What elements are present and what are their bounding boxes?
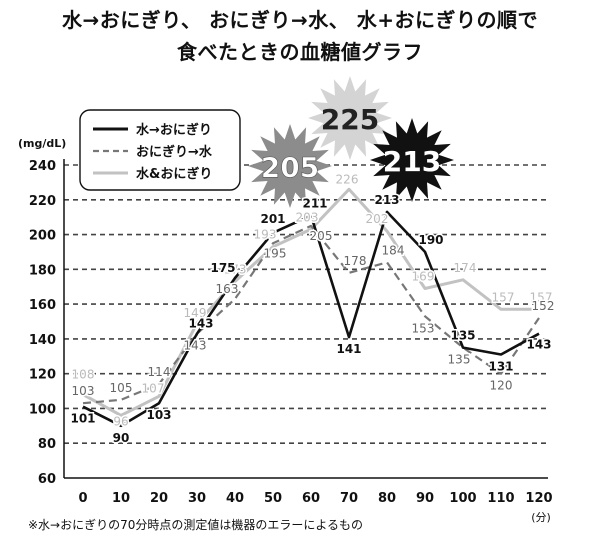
data-label: 143 [184,339,207,353]
data-label: 157 [492,290,515,304]
data-label: 105 [110,381,133,395]
data-label: 213 [374,193,399,207]
chart-title-line2: 食べたときの血糖値グラフ [177,40,423,64]
data-label: 101 [70,412,95,426]
series-line-2 [82,187,539,417]
x-tick-label: 50 [264,491,282,506]
data-label: 195 [264,246,287,260]
x-axis-unit: (分) [531,511,551,524]
data-label: 157 [530,290,553,304]
y-tick-label: 100 [29,402,56,417]
y-tick-label: 180 [29,263,56,278]
callout-value: 213 [383,145,441,178]
callout-burst [370,118,454,202]
data-label: 174 [454,261,477,275]
x-tick-label: 10 [112,491,130,506]
data-label: 103 [146,408,171,422]
data-label: 120 [490,379,513,393]
data-label: 135 [450,329,475,343]
data-label: 169 [412,269,435,283]
data-label: 108 [72,368,95,382]
data-label: 141 [336,342,361,356]
y-axis-unit: (mg/dL) [18,137,66,150]
data-label: 103 [72,384,95,398]
data-label: 202 [366,212,389,226]
x-tick-label: 80 [378,491,396,506]
y-tick-label: 200 [29,229,56,244]
data-label: 226 [336,172,359,186]
data-label: 201 [260,212,285,226]
data-label: 163 [216,282,239,296]
data-label: 211 [302,196,327,210]
y-tick-label: 140 [29,333,56,348]
x-tick-label: 20 [150,491,168,506]
x-tick-label: 120 [525,491,552,506]
callout-value: 205 [261,151,319,184]
data-label: 135 [448,353,471,367]
y-tick-label: 60 [38,472,56,487]
chart-title-line1: 水→おにぎり、 おにぎり→水、 水+おにぎりの順で [62,8,538,32]
data-label: 153 [412,321,435,335]
data-label: 131 [488,360,513,374]
callout-burst [248,124,332,208]
data-label: 184 [382,243,405,257]
legend-label: おにぎり→水 [136,144,213,160]
y-tick-label: 220 [29,194,56,209]
data-label: 114 [148,365,171,379]
data-label: 107 [142,381,165,395]
data-label: 96 [113,414,128,428]
data-label: 143 [526,338,551,352]
data-label: 143 [188,317,213,331]
data-label: 190 [418,233,443,247]
callout-burst [308,76,392,160]
data-label: 175 [210,261,235,275]
y-tick-label: 160 [29,298,56,313]
x-tick-label: 60 [302,491,320,506]
x-tick-label: 40 [226,491,244,506]
series-line-0 [82,210,540,428]
data-label: 152 [532,299,555,313]
data-label: 173 [224,263,247,277]
footnote: ※水→おにぎりの70分時点の測定値は機器のエラーによるもの [28,518,364,532]
data-label: 149 [184,306,207,320]
data-label: 178 [344,254,367,268]
legend-label: 水&おにぎり [136,166,212,182]
x-tick-label: 90 [416,491,434,506]
data-label: 90 [113,431,130,445]
x-tick-label: 30 [188,491,206,506]
legend-label: 水→おにぎり [136,122,212,138]
y-tick-label: 80 [38,437,56,452]
x-tick-label: 70 [340,491,358,506]
y-tick-label: 240 [29,159,56,174]
x-tick-label: 0 [78,491,87,506]
data-label: 193 [254,228,277,242]
y-tick-label: 120 [29,368,56,383]
x-tick-label: 100 [449,491,476,506]
series-line-1 [82,224,540,405]
x-tick-label: 110 [487,491,514,506]
data-label: 205 [310,229,333,243]
data-label: 203 [296,210,319,224]
callout-value: 225 [321,103,379,136]
